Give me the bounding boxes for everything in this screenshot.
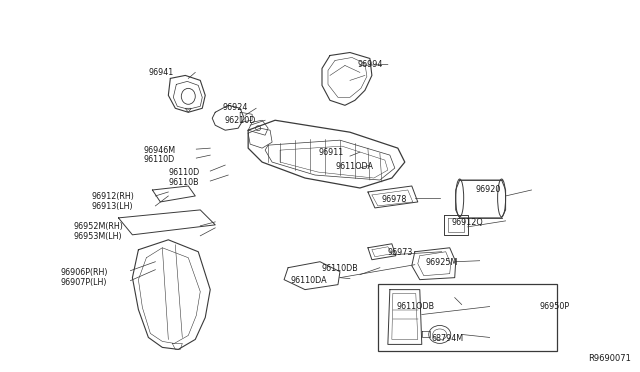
Text: 96912Q: 96912Q (452, 218, 483, 227)
Text: 96973: 96973 (388, 248, 413, 257)
Text: 96907P(LH): 96907P(LH) (61, 278, 107, 287)
Text: 68794M: 68794M (432, 334, 464, 343)
Text: 96920: 96920 (476, 185, 501, 194)
Text: 96110D: 96110D (168, 168, 200, 177)
Text: 96978: 96978 (382, 195, 407, 204)
Text: 9611ODA: 9611ODA (336, 162, 374, 171)
Text: 9611ODB: 9611ODB (397, 302, 435, 311)
Text: 96941: 96941 (148, 68, 173, 77)
Text: 96952M(RH): 96952M(RH) (74, 222, 124, 231)
Text: 96906P(RH): 96906P(RH) (61, 268, 108, 277)
Text: 96925M: 96925M (426, 258, 458, 267)
Text: 96110DA: 96110DA (290, 276, 326, 285)
Text: 96110DB: 96110DB (322, 264, 359, 273)
Text: 96924: 96924 (222, 103, 248, 112)
Text: 96911: 96911 (318, 148, 343, 157)
Bar (378, 283, 557, 352)
Text: 96110B: 96110B (168, 178, 199, 187)
Text: R9690071: R9690071 (588, 355, 631, 363)
Text: 96953M(LH): 96953M(LH) (74, 232, 122, 241)
Text: 96950P: 96950P (540, 302, 570, 311)
Text: 96913(LH): 96913(LH) (92, 202, 133, 211)
Text: 96994: 96994 (358, 61, 383, 70)
Text: 96912(RH): 96912(RH) (92, 192, 134, 201)
Text: 96210D: 96210D (224, 116, 255, 125)
Text: 96946M: 96946M (143, 146, 175, 155)
Text: 96110D: 96110D (143, 155, 175, 164)
